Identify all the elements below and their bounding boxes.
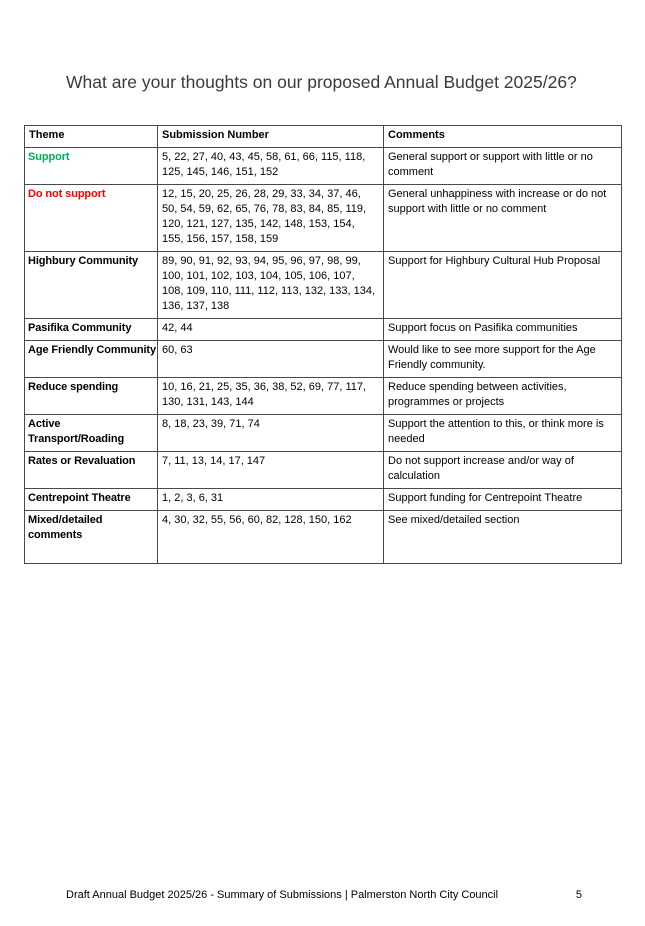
submission-numbers-cell: 4, 30, 32, 55, 56, 60, 82, 128, 150, 162 <box>157 510 384 564</box>
theme-cell: Reduce spending <box>24 377 158 415</box>
table-header-comments: Comments <box>383 125 622 148</box>
table-row: Reduce spending 10, 16, 21, 25, 35, 36, 3… <box>24 377 622 415</box>
footer-text: Draft Annual Budget 2025/26 - Summary of… <box>66 889 499 901</box>
submissions-table: Theme Submission Number Comments Support… <box>24 125 622 564</box>
theme-cell: Do not support <box>24 184 158 252</box>
comments-cell: Reduce spending between activities, prog… <box>383 377 622 415</box>
submission-numbers-cell: 42, 44 <box>157 318 384 341</box>
comments-cell: Support the attention to this, or think … <box>383 414 622 452</box>
comments-cell: See mixed/detailed section <box>383 510 622 564</box>
table-header-row: Theme Submission Number Comments <box>24 125 622 148</box>
comments-cell: Support for Highbury Cultural Hub Propos… <box>383 251 622 319</box>
submission-numbers-cell: 60, 63 <box>157 340 384 378</box>
table-row: Mixed/detailed comments 4, 30, 32, 55, 56… <box>24 510 622 564</box>
table-row: Support 5, 22, 27, 40, 43, 45, 58, 61, 66… <box>24 147 622 185</box>
submission-numbers-cell: 10, 16, 21, 25, 35, 36, 38, 52, 69, 77, … <box>157 377 384 415</box>
table-header-theme: Theme <box>24 125 158 148</box>
submission-numbers-cell: 7, 11, 13, 14, 17, 147 <box>157 451 384 489</box>
table-row: Centrepoint Theatre 1, 2, 3, 6, 31 Support… <box>24 488 622 511</box>
comments-cell: General support or support with little o… <box>383 147 622 185</box>
submissions-table-container: Theme Submission Number Comments Support… <box>24 125 622 564</box>
table-row: Highbury Community 89, 90, 91, 92, 93, 94… <box>24 251 622 319</box>
theme-cell: Highbury Community <box>24 251 158 319</box>
comments-cell: Do not support increase and/or way of ca… <box>383 451 622 489</box>
comments-cell: Would like to see more support for the A… <box>383 340 622 378</box>
submission-numbers-cell: 12, 15, 20, 25, 26, 28, 29, 33, 34, 37, … <box>157 184 384 252</box>
table-row: Pasifika Community 42, 44 Support focus on… <box>24 318 622 341</box>
table-row: Do not support 12, 15, 20, 25, 26, 28, 29… <box>24 184 622 252</box>
theme-cell: Rates or Revaluation <box>24 451 158 489</box>
table-row: Age Friendly Community 60, 63 Would like t… <box>24 340 622 378</box>
theme-cell: Age Friendly Community <box>24 340 158 378</box>
submission-numbers-cell: 8, 18, 23, 39, 71, 74 <box>157 414 384 452</box>
footer: Draft Annual Budget 2025/26 - Summary of… <box>66 888 582 903</box>
theme-cell: Mixed/detailed comments <box>24 510 158 564</box>
page-number: 5 <box>575 889 582 901</box>
submission-numbers-cell: 5, 22, 27, 40, 43, 45, 58, 61, 66, 115, … <box>157 147 384 185</box>
theme-cell: Pasifika Community <box>24 318 158 341</box>
table-body: Support 5, 22, 27, 40, 43, 45, 58, 61, 66… <box>24 147 622 564</box>
comments-cell: Support focus on Pasifika communities <box>383 318 622 341</box>
page-title: What are your thoughts on our proposed A… <box>66 71 577 92</box>
comments-cell: General unhappiness with increase or do … <box>383 184 622 252</box>
table-row: Active Transport/Roading 8, 18, 23, 39, 7… <box>24 414 622 452</box>
table-header-submission-number: Submission Number <box>157 125 384 148</box>
table-row: Rates or Revaluation 7, 11, 13, 14, 17, 1… <box>24 451 622 489</box>
comments-cell: Support funding for Centrepoint Theatre <box>383 488 622 511</box>
theme-cell: Centrepoint Theatre <box>24 488 158 511</box>
submission-numbers-cell: 1, 2, 3, 6, 31 <box>157 488 384 511</box>
theme-cell: Active Transport/Roading <box>24 414 158 452</box>
theme-cell: Support <box>24 147 158 185</box>
submission-numbers-cell: 89, 90, 91, 92, 93, 94, 95, 96, 97, 98, … <box>157 251 384 319</box>
